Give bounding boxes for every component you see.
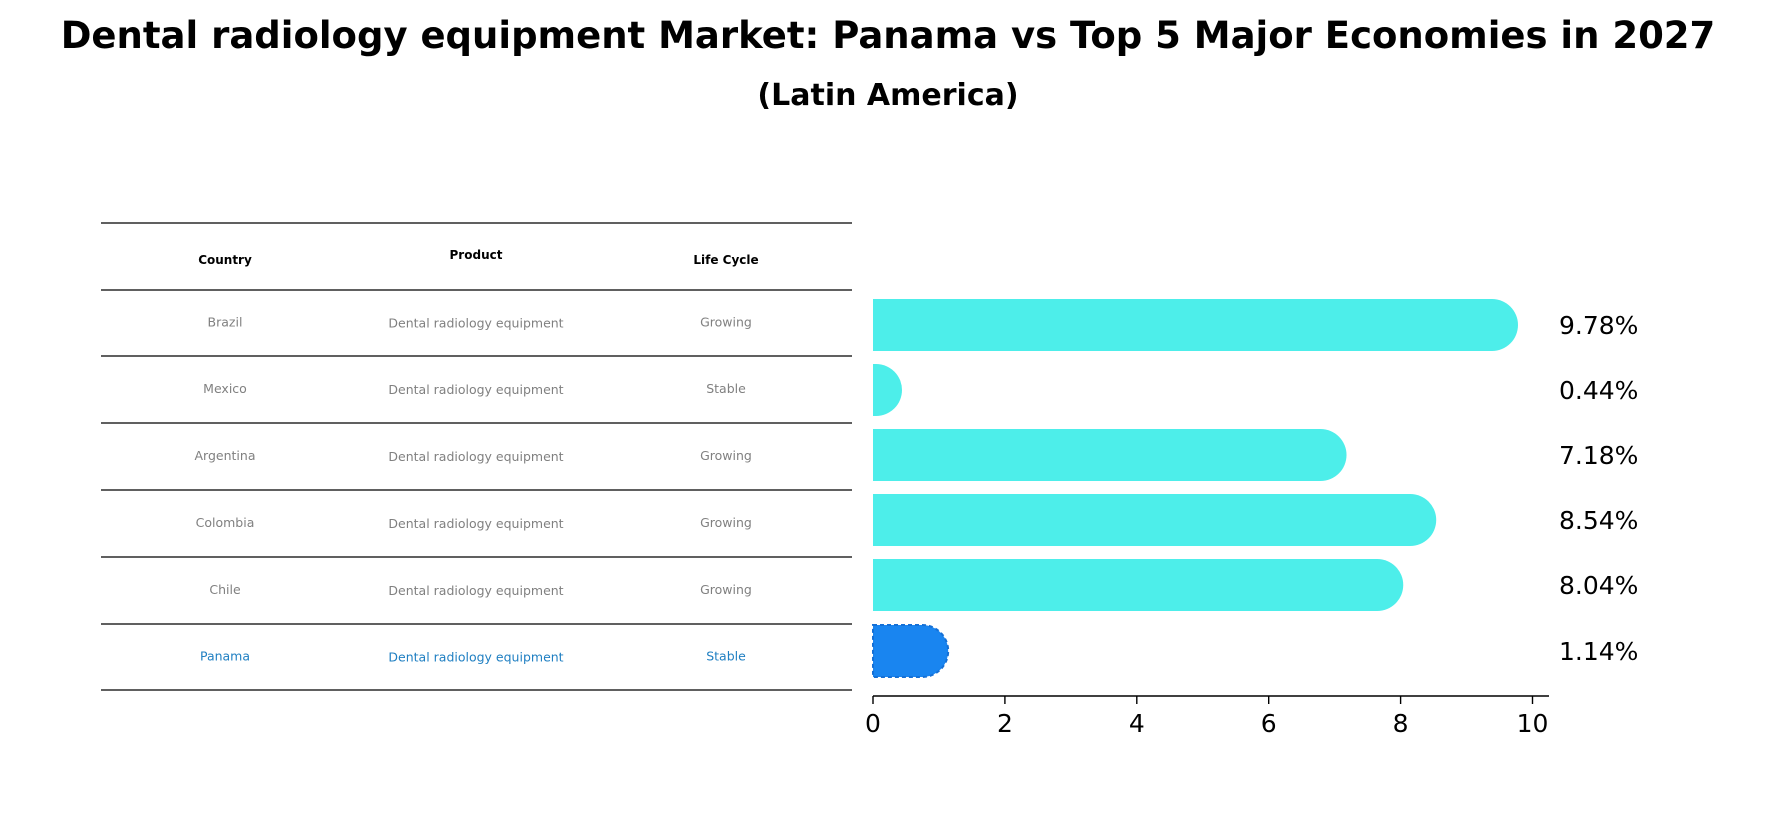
table-header-product: Product — [450, 248, 503, 262]
bar-colombia — [873, 494, 1437, 546]
chart-subtitle: (Latin America) — [757, 78, 1019, 113]
table-cell-country: Brazil — [208, 315, 243, 330]
chart-title: Dental radiology equipment Market: Panam… — [60, 14, 1716, 57]
bar-mexico — [873, 364, 902, 416]
table-cell-country: Argentina — [195, 448, 256, 463]
x-tick-label: 6 — [1261, 709, 1277, 738]
x-tick-label: 4 — [1129, 709, 1145, 738]
table-cell-product: Dental radiology equipment — [388, 316, 563, 331]
bar-value-label: 8.54% — [1559, 506, 1638, 535]
table-cell-life-cycle: Stable — [706, 649, 746, 664]
table-cell-country: Panama — [200, 649, 250, 664]
table-cell-product: Dental radiology equipment — [388, 650, 563, 665]
table-cell-product: Dental radiology equipment — [388, 449, 563, 464]
table-cell-life-cycle: Growing — [700, 448, 752, 463]
table-header-life-cycle: Life Cycle — [693, 253, 758, 267]
table-cell-product: Dental radiology equipment — [388, 516, 563, 531]
bar-panama — [872, 624, 950, 678]
table-cell-life-cycle: Growing — [700, 582, 752, 597]
table-cell-country: Colombia — [196, 515, 255, 530]
x-tick-label: 2 — [997, 709, 1013, 738]
bar-value-label: 1.14% — [1559, 637, 1638, 666]
table-cell-country: Chile — [209, 582, 241, 597]
table-cell-country: Mexico — [203, 381, 247, 396]
x-tick-label: 0 — [865, 709, 881, 738]
country-table: Country Product Life Cycle Brazil Dental rad… — [101, 222, 852, 691]
bar-value-label: 7.18% — [1559, 441, 1638, 470]
bar-argentina — [873, 429, 1347, 481]
table-cell-product: Dental radiology equipment — [388, 382, 563, 397]
table-cell-life-cycle: Growing — [700, 315, 752, 330]
x-tick-label: 8 — [1393, 709, 1409, 738]
bar-value-label: 0.44% — [1559, 376, 1638, 405]
bar-value-label: 9.78% — [1559, 311, 1638, 340]
table-cell-life-cycle: Growing — [700, 515, 752, 530]
table-cell-life-cycle: Stable — [706, 381, 746, 396]
table-cell-product: Dental radiology equipment — [388, 583, 563, 598]
table-header-country: Country — [198, 253, 252, 267]
bar-value-label: 8.04% — [1559, 571, 1638, 600]
x-tick-label: 10 — [1517, 709, 1549, 738]
bar-brazil — [873, 299, 1518, 351]
bar-chile — [873, 559, 1404, 611]
